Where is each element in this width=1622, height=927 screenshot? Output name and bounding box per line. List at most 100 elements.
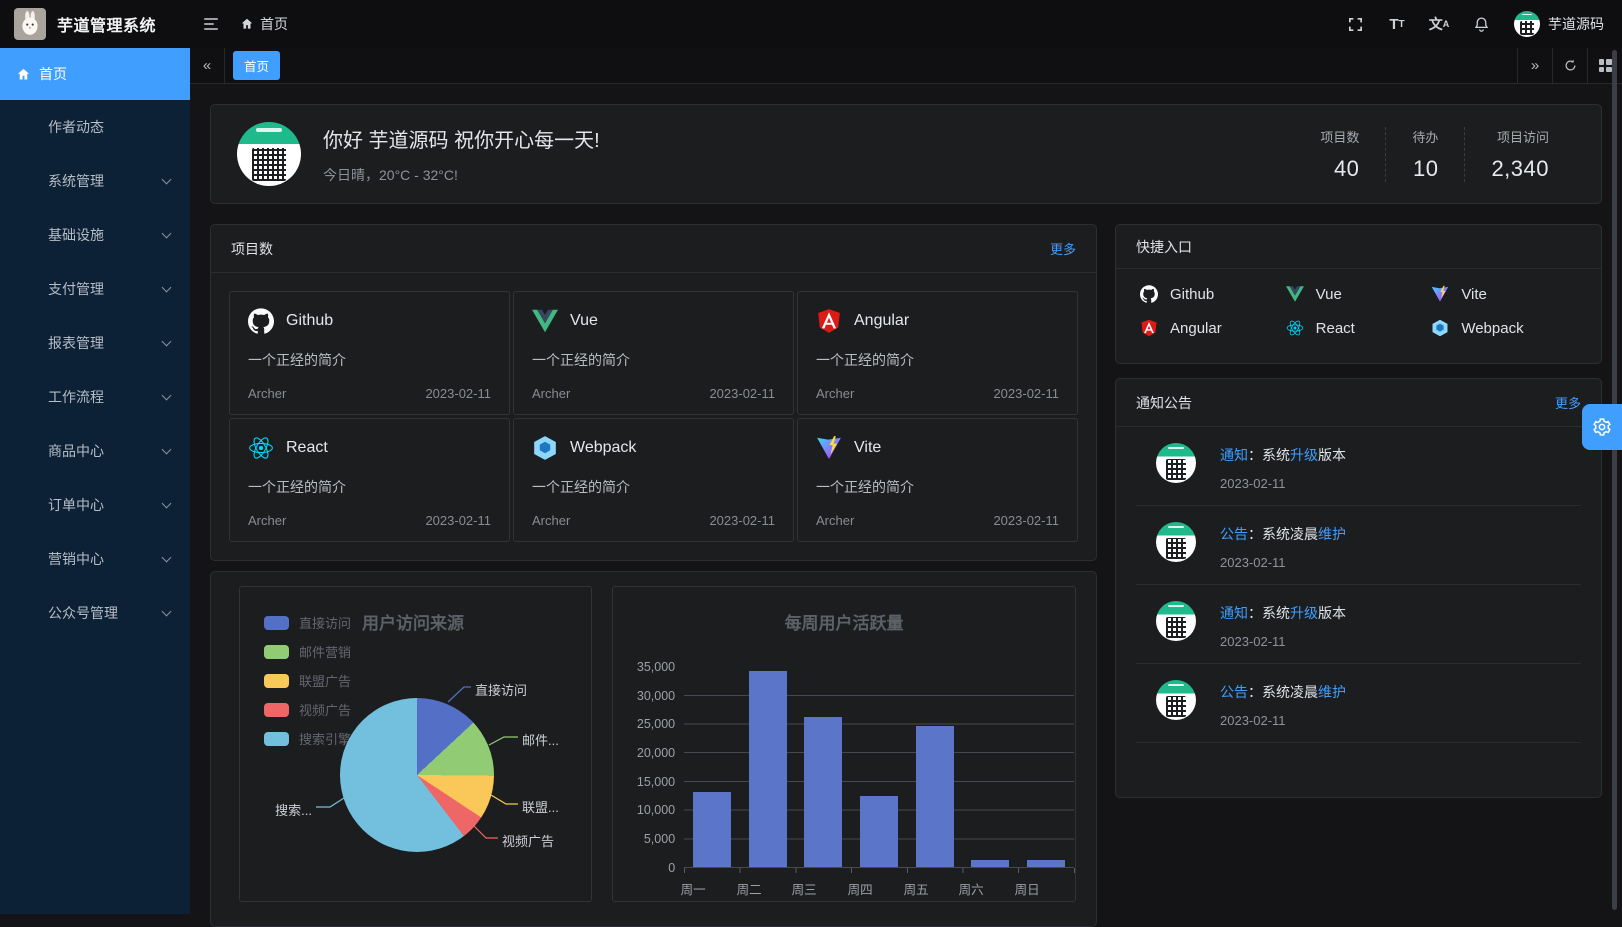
projects-more-link[interactable]: 更多 (1049, 242, 1076, 257)
github-icon (248, 308, 274, 334)
grid-icon (1598, 59, 1612, 72)
breadcrumb[interactable]: 首页 (240, 14, 288, 34)
x-tick: 周三 (791, 883, 817, 897)
sidebar-item-product[interactable]: 商品中心 (0, 424, 190, 478)
tabs-scroll-right-button[interactable]: » (1517, 47, 1552, 84)
x-tick: 周六 (958, 883, 984, 897)
legend-item[interactable]: 搜索引擎 (264, 729, 351, 748)
sidebar-item-mp[interactable]: 公众号管理 (0, 586, 190, 640)
notice-date: 2023-02-11 (1220, 476, 1286, 491)
project-card-webpack[interactable]: Webpack 一个正经的简介 Archer 2023-02-11 (513, 418, 794, 542)
charts-panel: 用户访问来源 直接访问 邮件营销 联盟广告 视频广告 搜索引擎 (210, 571, 1097, 927)
welcome-stats: 项目数 40 待办 10 项目访问 2,340 (1294, 126, 1575, 182)
sidebar-item-home[interactable]: 首页 (0, 48, 190, 100)
bar-fri[interactable] (916, 725, 955, 867)
pie-legend: 直接访问 邮件营销 联盟广告 视频广告 搜索引擎 (264, 613, 351, 758)
bar-wed[interactable] (804, 716, 843, 867)
sidebar-item-author[interactable]: 作者动态 (48, 119, 104, 135)
sidebar-item-order[interactable]: 订单中心 (0, 478, 190, 532)
welcome-greeting: 你好 芋道源码 祝你开心每一天! (323, 129, 600, 152)
bar-sun[interactable] (1027, 859, 1066, 867)
shortcut-react[interactable]: React (1286, 319, 1432, 337)
project-card-vite[interactable]: Vite 一个正经的简介 Archer 2023-02-11 (797, 418, 1078, 542)
layout-grid-button[interactable] (1587, 47, 1622, 84)
y-tick: 5,000 (643, 832, 676, 846)
page-scrollbar[interactable] (1612, 50, 1617, 910)
notice-item[interactable]: 公告：系统凌晨维护 2023-02-11 (1136, 506, 1581, 585)
sidebar-item-system[interactable]: 系统管理 (0, 154, 190, 208)
project-card-react[interactable]: React 一个正经的简介 Archer 2023-02-11 (229, 418, 510, 542)
legend-item[interactable]: 直接访问 (264, 613, 351, 632)
bar-chart-card: 每周用户活跃量 35,000 30,000 25,000 20,000 15,0… (612, 586, 1076, 902)
logo-area: 芋道管理系统 (0, 8, 190, 40)
project-author: Archer (248, 386, 287, 401)
project-date: 2023-02-11 (425, 513, 491, 528)
project-author: Archer (816, 513, 855, 528)
chevron-down-icon (161, 606, 172, 616)
project-card-vue[interactable]: Vue 一个正经的简介 Archer 2023-02-11 (513, 291, 794, 415)
refresh-button[interactable] (1552, 47, 1587, 84)
notices-panel-title: 通知公告 (1136, 394, 1192, 411)
app-logo[interactable] (14, 8, 46, 40)
notice-item[interactable]: 通知：系统升级版本 2023-02-11 (1136, 585, 1581, 664)
sidebar-item-workflow[interactable]: 工作流程 (0, 370, 190, 424)
angular-icon (818, 309, 840, 333)
user-name: 芋道源码 (1548, 16, 1604, 32)
react-icon (1286, 320, 1303, 336)
user-menu[interactable]: 芋道源码 (1514, 11, 1604, 37)
sidebar-item-infra[interactable]: 基础设施 (0, 208, 190, 262)
vite-icon (1432, 285, 1449, 302)
shortcut-vue[interactable]: Vue (1285, 285, 1432, 303)
pie-chart[interactable] (340, 698, 494, 852)
chevron-down-icon (161, 390, 172, 400)
legend-item[interactable]: 联盟广告 (264, 671, 351, 690)
project-author: Archer (816, 386, 855, 401)
pie-label: 联盟... (522, 800, 559, 815)
x-tick: 周一 (680, 883, 706, 897)
chevron-down-icon (161, 552, 172, 562)
y-tick: 10,000 (636, 803, 676, 817)
notice-item[interactable]: 通知：系统升级版本 2023-02-11 (1136, 427, 1581, 506)
y-tick: 0 (668, 861, 676, 875)
notices-more-link[interactable]: 更多 (1554, 396, 1581, 411)
tab-home[interactable]: 首页 (233, 51, 281, 80)
shortcut-vite[interactable]: Vite (1431, 285, 1577, 303)
settings-button[interactable] (1582, 404, 1622, 450)
x-axis-ticks (684, 868, 1076, 873)
project-author: Archer (532, 386, 571, 401)
github-icon (1140, 285, 1158, 303)
project-card-angular[interactable]: Angular 一个正经的简介 Archer 2023-02-11 (797, 291, 1078, 415)
bar-tue[interactable] (749, 671, 788, 867)
projects-panel-title: 项目数 (231, 240, 273, 257)
fullscreen-icon[interactable] (1346, 15, 1364, 33)
sidebar-item-pay[interactable]: 支付管理 (0, 262, 190, 316)
notice-date: 2023-02-11 (1220, 555, 1286, 570)
app-title: 芋道管理系统 (57, 18, 157, 35)
x-tick: 周四 (847, 883, 873, 897)
shortcut-angular[interactable]: Angular (1140, 319, 1286, 337)
notification-bell-icon[interactable] (1472, 15, 1490, 33)
bar-sat[interactable] (971, 859, 1010, 867)
x-tick: 周五 (903, 883, 929, 897)
shortcut-github[interactable]: Github (1140, 285, 1286, 303)
pie-label: 直接访问 (475, 683, 528, 698)
tabs-scroll-left-button[interactable]: « (190, 47, 225, 84)
bar-mon[interactable] (693, 791, 732, 867)
notice-item[interactable]: 公告：系统凌晨维护 2023-02-11 (1136, 664, 1581, 743)
tabbar: « 首页 » (190, 47, 1622, 84)
legend-item[interactable]: 视频广告 (264, 700, 351, 719)
rabbit-logo-icon (22, 11, 38, 35)
sidebar-collapse-icon[interactable] (204, 18, 218, 30)
project-card-github[interactable]: Github 一个正经的简介 Archer 2023-02-11 (229, 291, 510, 415)
shortcut-webpack[interactable]: Webpack (1431, 319, 1577, 337)
project-date: 2023-02-11 (709, 386, 775, 401)
sidebar-item-report[interactable]: 报表管理 (0, 316, 190, 370)
y-tick: 30,000 (636, 689, 676, 703)
legend-item[interactable]: 邮件营销 (264, 642, 351, 661)
shortcuts-panel-title: 快捷入口 (1136, 238, 1192, 255)
sidebar-item-marketing[interactable]: 营销中心 (0, 532, 190, 586)
bar-thu[interactable] (860, 796, 899, 867)
